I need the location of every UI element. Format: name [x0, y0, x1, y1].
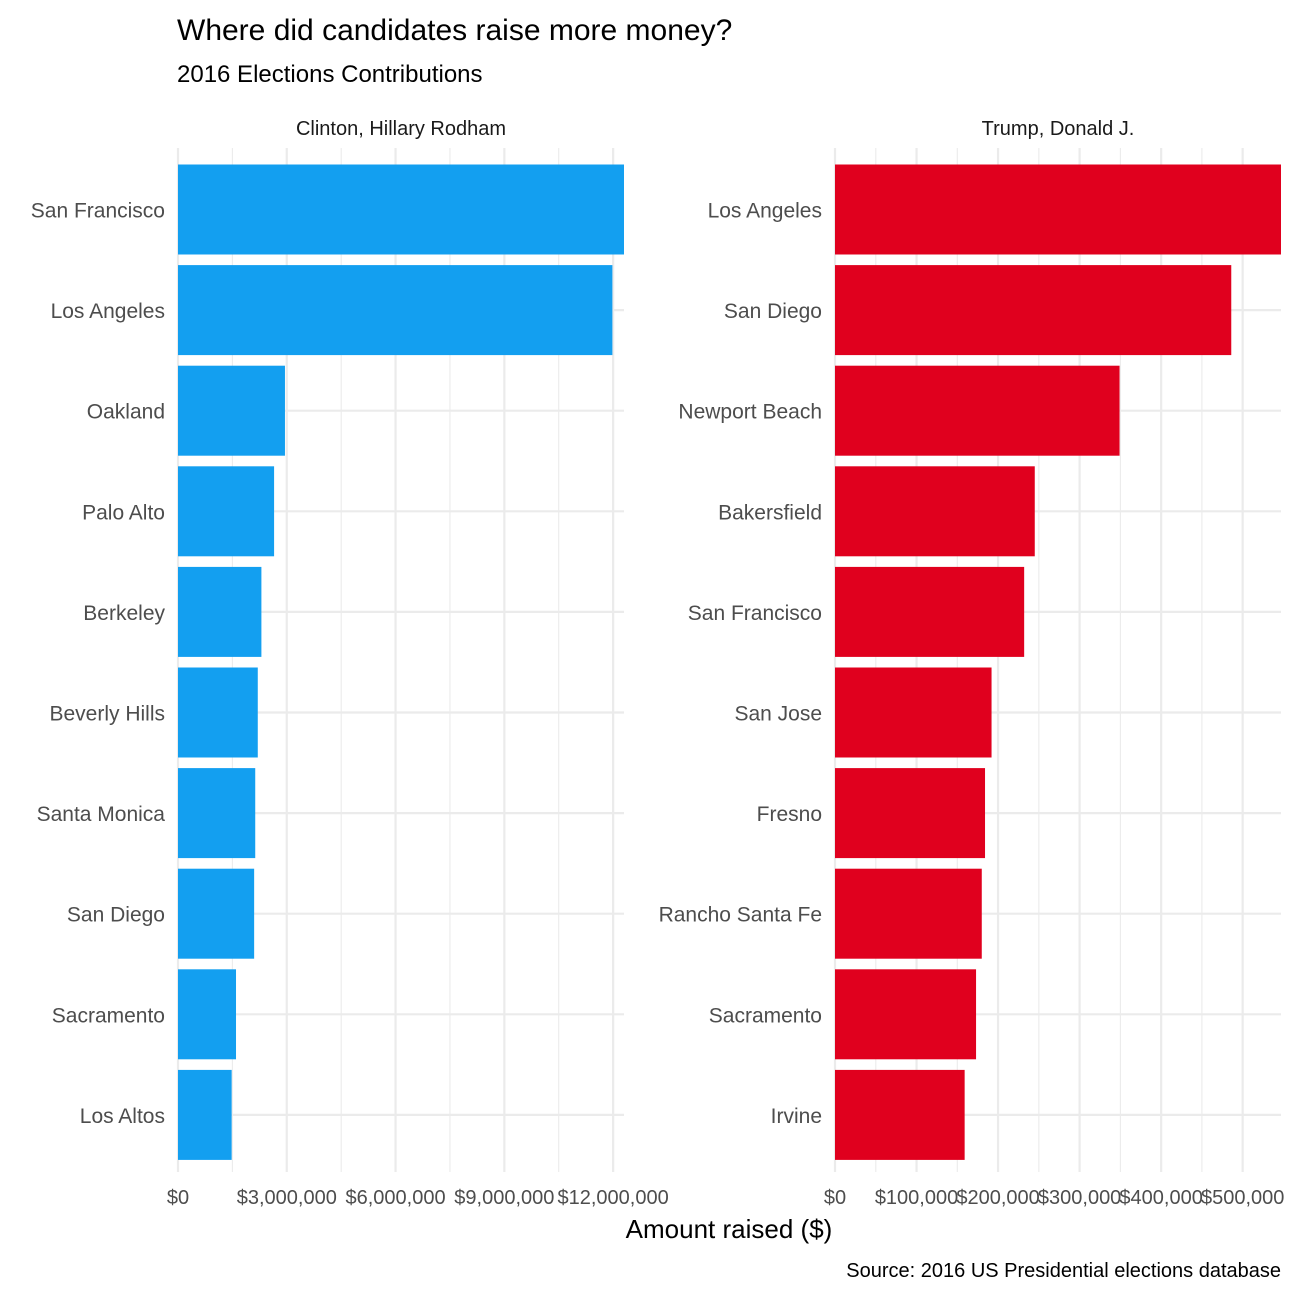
category-label: Oakland — [87, 401, 165, 424]
bar — [835, 667, 992, 758]
category-label: Rancho Santa Fe — [659, 904, 822, 927]
bar — [178, 868, 255, 959]
bar — [178, 768, 256, 859]
chart-subtitle: 2016 Elections Contributions — [177, 61, 483, 88]
bar — [178, 164, 624, 255]
bar — [835, 1069, 965, 1160]
bar — [835, 566, 1025, 657]
bar — [835, 164, 1281, 255]
x-tick-label: $9,000,000 — [454, 1187, 554, 1209]
category-label: San Diego — [724, 300, 822, 323]
category-label: Sacramento — [709, 1004, 822, 1027]
x-tick-label: $500,000 — [1201, 1187, 1284, 1209]
bar — [835, 265, 1232, 356]
x-tick-label: $200,000 — [956, 1187, 1039, 1209]
category-label: Sacramento — [52, 1004, 165, 1027]
category-label: Santa Monica — [37, 803, 166, 826]
category-label: Berkeley — [83, 602, 165, 625]
panel-2: Trump, Donald J. Los Angeles San Diego Newp… — [659, 118, 1285, 1209]
panels: Clinton, Hillary Rodham San Francisco Los … — [31, 118, 1285, 1209]
category-label: Los Angeles — [51, 300, 165, 323]
category-label: Los Angeles — [708, 200, 822, 223]
x-tick-label: $3,000,000 — [237, 1187, 337, 1209]
x-axis-label: Amount raised ($) — [626, 1214, 833, 1244]
bar — [835, 466, 1035, 557]
category-label: Bakersfield — [718, 501, 822, 524]
bar — [178, 667, 258, 758]
panel-1: Clinton, Hillary Rodham San Francisco Los … — [31, 118, 669, 1209]
x-tick-label: $6,000,000 — [346, 1187, 446, 1209]
x-tick-label: $0 — [167, 1187, 189, 1209]
chart-caption: Source: 2016 US Presidential elections d… — [846, 1260, 1281, 1282]
x-tick-label: $300,000 — [1038, 1187, 1121, 1209]
category-label: Newport Beach — [678, 401, 822, 424]
category-label: San Diego — [67, 904, 165, 927]
bar — [178, 466, 275, 557]
bar — [178, 365, 285, 456]
category-label: Irvine — [771, 1105, 822, 1128]
bar — [178, 566, 262, 657]
category-label: Beverly Hills — [49, 703, 165, 726]
bar — [835, 768, 986, 859]
bar — [178, 265, 613, 356]
category-label: San Francisco — [31, 200, 165, 223]
bar — [178, 969, 237, 1060]
bar — [835, 868, 982, 959]
bar — [178, 1069, 232, 1160]
bar — [835, 365, 1120, 456]
bar — [835, 969, 977, 1060]
panel-strip-label: Clinton, Hillary Rodham — [296, 118, 506, 140]
x-tick-label: $12,000,000 — [558, 1187, 669, 1209]
category-label: Los Altos — [80, 1105, 165, 1128]
category-label: Fresno — [757, 803, 822, 826]
x-tick-label: $400,000 — [1119, 1187, 1202, 1209]
x-tick-label: $100,000 — [875, 1187, 958, 1209]
category-label: Palo Alto — [82, 501, 165, 524]
category-label: San Francisco — [688, 602, 822, 625]
panel-strip-label: Trump, Donald J. — [982, 118, 1135, 140]
chart-title: Where did candidates raise more money? — [177, 14, 732, 47]
category-label: San Jose — [734, 703, 822, 726]
x-tick-label: $0 — [824, 1187, 846, 1209]
